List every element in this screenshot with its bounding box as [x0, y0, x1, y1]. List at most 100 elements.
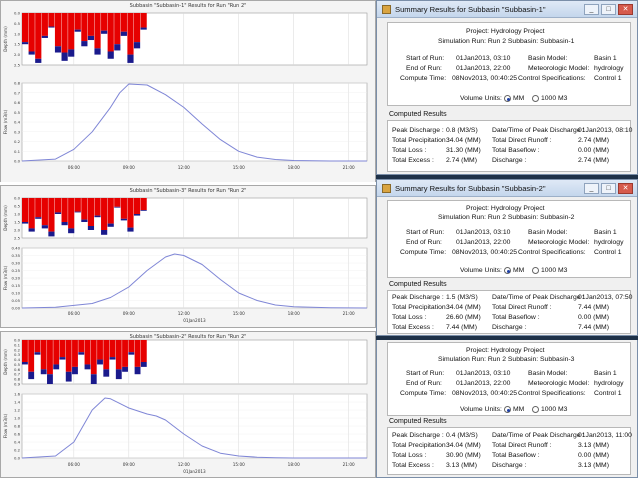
- flow-tick-label: 0.25: [12, 268, 21, 273]
- total-precip-label: Total Precipitation :: [392, 442, 450, 449]
- total-excess-value: 3.13 (MM): [446, 462, 477, 469]
- minimize-button[interactable]: _: [584, 183, 599, 194]
- x-tick-label: 15:00: [233, 165, 245, 170]
- rainfall-excess-bar: [120, 31, 127, 36]
- discharge-label: Discharge :: [492, 324, 527, 331]
- maximize-button[interactable]: □: [601, 4, 616, 15]
- flow-tick-label: 0.40: [12, 246, 21, 251]
- depth-tick-label: 0.4: [14, 357, 21, 362]
- rainfall-loss-bar: [90, 340, 97, 375]
- direct-runoff-label: Total Direct Runoff :: [492, 137, 552, 144]
- window-titlebar[interactable]: Summary Results for Subbasin "Subbasin-1…: [377, 1, 637, 18]
- maximize-button[interactable]: □: [601, 183, 616, 194]
- flow-axis-label: Flow (m3/s): [3, 413, 8, 438]
- direct-runoff-value: 2.74 (MM): [578, 137, 609, 144]
- control-spec-label: Control Specifications:: [518, 390, 586, 397]
- rainfall-excess-bar: [114, 206, 121, 208]
- 1000m3-radio[interactable]: [532, 267, 539, 274]
- flow-tick-label: 0.8: [14, 81, 21, 86]
- rainfall-loss-bar: [120, 198, 127, 219]
- rainfall-excess-bar: [28, 228, 35, 232]
- minimize-button[interactable]: _: [584, 4, 599, 15]
- x-tick-label: 06:00: [68, 165, 80, 170]
- peak-time-label: Date/Time of Peak Discharge :: [492, 432, 585, 439]
- x-axis-date-label: 01Jan2013: [183, 318, 206, 323]
- close-button[interactable]: ✕: [618, 4, 633, 15]
- rainfall-loss-bar: [68, 198, 75, 229]
- flow-tick-label: 0.5: [14, 110, 21, 115]
- chart-panel-subbasin-1: Subbasin "Subbasin-1" Results for Run "R…: [0, 0, 376, 183]
- window-separator: [376, 336, 638, 340]
- peak-discharge-label: Peak Discharge :: [392, 432, 444, 439]
- rainfall-loss-bar: [54, 13, 62, 47]
- control-spec-value: Control 1: [594, 390, 622, 397]
- window-title: Summary Results for Subbasin "Subbasin-2…: [395, 184, 546, 193]
- rainfall-excess-bar: [74, 211, 81, 213]
- mm-radio[interactable]: [504, 95, 511, 102]
- discharge-label: Discharge :: [492, 157, 527, 164]
- x-axis-date-label: 01Jan2013: [183, 469, 206, 474]
- 1000m3-radio[interactable]: [532, 95, 539, 102]
- depth-tick-label: 0.7: [14, 372, 21, 377]
- flow-tick-label: 1.0: [14, 416, 21, 421]
- mm-radio[interactable]: [504, 267, 511, 274]
- basin-model-label: Basin Model:: [528, 55, 568, 62]
- hydrograph-chart-subbasin-1: 06:00 09:00 12:00 15:00 18:00 21:00 0.0 0.5 1.0 1…: [3, 11, 368, 170]
- mm-radio-label: MM: [513, 95, 525, 102]
- rainfall-excess-bar: [68, 228, 75, 234]
- flow-tick-label: 1.2: [14, 408, 21, 413]
- volume-units-label: Volume Units:: [460, 406, 502, 413]
- chart-panel-subbasin-2: Subbasin "Subbasin-2" Results for Run "R…: [0, 331, 376, 478]
- flow-tick-label: 0.15: [12, 283, 21, 288]
- compute-time-label: Compute Time:: [400, 75, 447, 82]
- volume-units-label: Volume Units:: [460, 267, 502, 274]
- summary-window-subbasin-3: Project: Hydrology Project Simulation Ru…: [376, 340, 638, 478]
- rainfall-loss-bar: [133, 13, 141, 43]
- rainfall-excess-bar: [120, 218, 127, 221]
- depth-tick-label: 0.6: [14, 367, 21, 372]
- compute-time-value: 08Nov2013, 00:40:25: [452, 75, 518, 82]
- rainfall-loss-bar: [72, 340, 78, 367]
- total-excess-label: Total Excess :: [392, 462, 434, 469]
- start-label: Start of Run:: [406, 370, 445, 377]
- rainfall-loss-bar: [107, 198, 114, 224]
- rainfall-loss-bar: [41, 198, 48, 226]
- rainfall-excess-bar: [61, 52, 68, 61]
- peak-discharge-label: Peak Discharge :: [392, 294, 444, 301]
- rainfall-excess-bar: [128, 352, 135, 355]
- control-spec-label: Control Specifications:: [518, 75, 586, 82]
- discharge-value: 2.74 (MM): [578, 157, 609, 164]
- rainfall-excess-bar: [127, 54, 134, 63]
- end-value: 01Jan2013, 22:00: [456, 239, 511, 246]
- chart-title: Subbasin "Subbasin-3" Results for Run "R…: [129, 188, 247, 194]
- rainfall-excess-bar: [115, 369, 122, 380]
- depth-tick-label: 0.9: [14, 382, 21, 387]
- peak-discharge-value: 0.8 (M3/S): [446, 127, 478, 134]
- flow-tick-label: 0.6: [14, 100, 21, 105]
- depth-axis-label: Depth (mm): [3, 26, 8, 52]
- rainfall-loss-bar: [61, 198, 68, 222]
- window-titlebar[interactable]: Summary Results for Subbasin "Subbasin-2…: [377, 180, 637, 197]
- mm-radio[interactable]: [504, 406, 511, 413]
- hydrograph-chart-subbasin-2: 06:00 09:00 12:00 15:00 18:00 21:00 01Jan2013 0…: [3, 338, 368, 474]
- rainfall-excess-bar: [40, 369, 47, 375]
- flow-axis-label: Flow (m3/s): [3, 265, 8, 290]
- rainfall-excess-bar: [101, 30, 108, 34]
- depth-tick-label: 0.5: [14, 362, 21, 367]
- end-label: End of Run:: [406, 380, 442, 387]
- rainfall-excess-bar: [41, 35, 48, 38]
- peak-time-value: 01Jan2013, 11:00: [578, 432, 632, 439]
- rainfall-loss-bar: [128, 340, 135, 353]
- rainfall-excess-bar: [59, 357, 66, 360]
- 1000m3-radio[interactable]: [532, 406, 539, 413]
- met-model-value: hydrology: [594, 380, 624, 387]
- total-loss-label: Total Loss :: [392, 452, 427, 459]
- chart-title: Subbasin "Subbasin-1" Results for Run "R…: [129, 3, 247, 9]
- compute-time-value: 08Nov2013, 00:40:25: [452, 249, 518, 256]
- close-button[interactable]: ✕: [618, 183, 633, 194]
- rainfall-excess-bar: [22, 222, 29, 224]
- discharge-value: 7.44 (MM): [578, 324, 609, 331]
- flow-axis-label: Flow (m3/s): [3, 109, 8, 134]
- flow-tick-label: 0.2: [14, 448, 21, 453]
- peak-discharge-label: Peak Discharge :: [392, 127, 444, 134]
